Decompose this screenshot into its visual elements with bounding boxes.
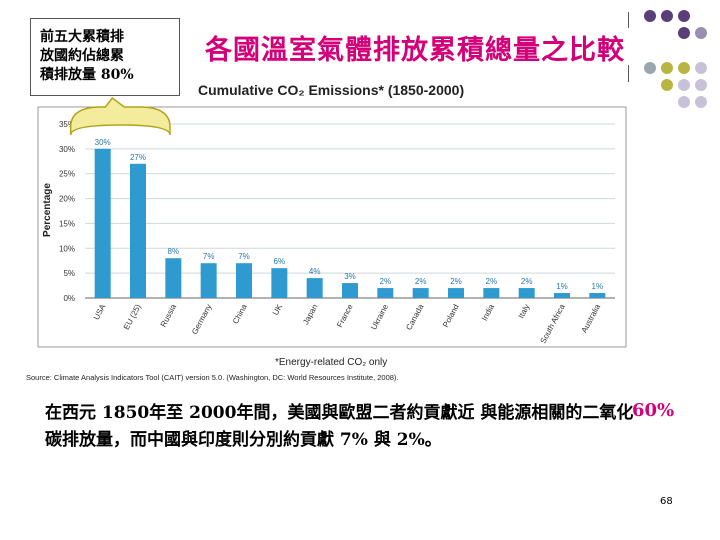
category-label: France: [335, 302, 355, 329]
bar-india: [483, 288, 500, 298]
category-label: Italy: [517, 303, 532, 320]
y-axis-label: Percentage: [42, 183, 53, 237]
bar-value-label: 30%: [95, 138, 111, 147]
bar-value-label: 7%: [238, 252, 250, 261]
bar-germany: [200, 263, 217, 298]
bar-russia: [165, 258, 182, 298]
y-tick-label: 15%: [59, 219, 75, 228]
chart-frame: [37, 106, 627, 348]
callout-text: 前五大累積排 放國約佔總累 積排放量 80%: [40, 29, 134, 83]
bar-chart: 0%5%10%15%20%25%30%35% 30%27%8%7% 7%6%4%3…: [26, 82, 627, 382]
chart-footnote: *Energy-related CO₂ only: [275, 357, 387, 368]
y-tick-label: 25%: [59, 170, 75, 179]
category-label: China: [231, 302, 249, 325]
bar-value-label: 2%: [450, 277, 462, 286]
category-label: EU (25): [122, 302, 143, 331]
bar-value-label: 1%: [556, 282, 568, 291]
body-text: 在西元 1850年至 2000年間，美國與歐盟二者約貢獻近 與能源相關的二氧化碳…: [45, 403, 634, 450]
bar-eu-25: [130, 163, 146, 298]
category-label: USA: [92, 302, 108, 321]
bar-value-label: 8%: [168, 247, 180, 256]
y-tick-label: 10%: [59, 244, 75, 253]
bar-value-label: 2%: [415, 277, 427, 286]
bar-china: [236, 263, 252, 298]
bar-italy: [518, 288, 535, 298]
callout-box: [30, 18, 180, 96]
bar-value-labels: 30% 27% 8% 7% 7% 6% 4% 3% 2% 2% 2% 2% 2% 1% 1%: [95, 138, 603, 291]
bar-value-label: 2%: [380, 277, 392, 286]
bar-value-label: 27%: [130, 153, 146, 162]
category-label: Poland: [441, 303, 461, 329]
category-label: Ukraine: [369, 302, 390, 331]
bars: [94, 148, 606, 298]
category-label: Germany: [190, 303, 213, 336]
y-tick-label: 20%: [59, 195, 75, 204]
y-tick-label: 5%: [63, 269, 75, 278]
y-tick-labels: 0% 5% 10% 15% 20% 25% 30% 35%: [59, 120, 75, 303]
category-labels: USA EU (25) Russia Germany China UK Japan Franc…: [92, 302, 603, 345]
chart-area: 0% 5% 10% 15% 20% 25% 30% 35% 30% 27% 8% 7% 7% 6% 4% 3…: [20, 75, 630, 395]
bar-value-label: 4%: [309, 267, 321, 276]
decorative-dots: [628, 10, 707, 108]
bar-value-label: 1%: [592, 282, 604, 291]
bar-value-label: 3%: [344, 272, 356, 281]
page-number: 68: [660, 496, 673, 507]
category-label: South Africa: [539, 302, 567, 345]
highlight-bracket: [69, 96, 171, 136]
y-tick-label: 30%: [59, 145, 75, 154]
category-label: UK: [271, 302, 284, 317]
bar-south-africa: [554, 293, 570, 298]
bar-poland: [448, 288, 464, 298]
category-label: India: [480, 302, 496, 322]
slide-title: 各國溫室氣體排放累積總量之比較: [205, 35, 625, 66]
category-label: Canada: [404, 302, 425, 331]
bar-usa: [94, 148, 111, 298]
bar-value-label: 2%: [486, 277, 498, 286]
bar-ukraine: [377, 288, 394, 298]
bar-value-label: 2%: [521, 277, 533, 286]
bar-value-label: 6%: [274, 257, 286, 266]
bar-japan: [306, 278, 323, 298]
top-emitters-highlight: [69, 96, 171, 136]
y-tick-label: 0%: [63, 294, 75, 303]
category-label: Australia: [580, 302, 603, 334]
bar-france: [342, 283, 358, 298]
bar-uk: [271, 268, 288, 298]
chart-title: Cumulative CO₂ Emissions* (1850-2000): [198, 82, 464, 98]
bar-australia: [589, 293, 606, 298]
body-highlight: 60%: [632, 400, 675, 421]
category-label: Japan: [301, 303, 319, 326]
category-label: Russia: [159, 302, 179, 328]
y-tick-label: 35%: [59, 120, 75, 129]
bar-canada: [412, 288, 429, 298]
chart-source: Source: Climate Analysis Indicators Tool…: [26, 373, 399, 382]
bar-value-label: 7%: [203, 252, 215, 261]
